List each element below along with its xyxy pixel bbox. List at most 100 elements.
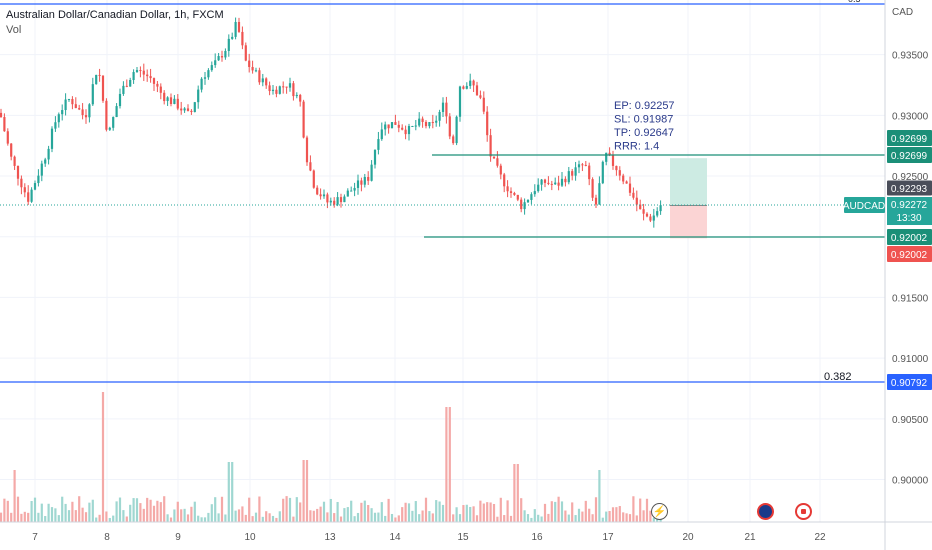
volume-bar <box>210 504 213 522</box>
volume-bar <box>30 500 33 522</box>
volume-bar <box>214 497 217 522</box>
take-profit-zone <box>670 158 707 206</box>
australia-flag-event-icon[interactable] <box>757 503 774 520</box>
volume-bar <box>20 513 23 522</box>
volume-bar <box>479 500 482 522</box>
dividend-event-icon[interactable]: ⚡ <box>651 503 668 520</box>
volume-bar <box>285 496 288 522</box>
volume-bar <box>67 510 71 522</box>
volume-bar <box>441 504 445 522</box>
volume-bar <box>611 507 615 522</box>
down-candle <box>550 183 553 185</box>
volume-bar <box>377 512 380 522</box>
volume-bar <box>601 517 604 522</box>
down-candle <box>316 187 319 195</box>
volume-bar <box>163 496 166 522</box>
volume-bar <box>108 517 111 522</box>
volume-bar <box>234 510 237 522</box>
up-candle <box>343 196 346 203</box>
volume-bar <box>387 498 390 522</box>
volume-bar <box>125 516 128 522</box>
up-candle <box>254 70 258 72</box>
down-candle <box>268 85 271 92</box>
volume-bar <box>193 501 196 522</box>
down-candle <box>71 99 74 105</box>
volume-bar <box>237 509 241 522</box>
volume-bar <box>503 515 506 522</box>
down-candle <box>649 216 652 221</box>
volume-bar <box>248 497 251 522</box>
up-candle <box>231 36 234 39</box>
volume-bar <box>608 511 611 522</box>
volume-bar <box>652 517 655 522</box>
support-label-b: 0.92002 <box>891 250 928 261</box>
up-candle <box>577 164 581 168</box>
down-candle <box>360 180 363 185</box>
volume-bar <box>81 507 84 522</box>
down-candle <box>27 192 30 202</box>
down-candle <box>516 194 519 200</box>
volume-bar <box>3 498 6 522</box>
canada-flag-event-icon[interactable] <box>795 503 812 520</box>
down-candle <box>618 170 621 176</box>
up-candle <box>652 215 655 221</box>
up-candle <box>530 194 533 200</box>
up-candle <box>353 187 356 191</box>
volume-bar <box>74 510 77 522</box>
volume-bar <box>543 503 547 522</box>
up-candle <box>605 152 608 162</box>
up-candle <box>173 98 176 104</box>
down-candle <box>499 165 502 175</box>
volume-bar <box>118 497 122 522</box>
resistance-label-a-bg <box>887 130 932 146</box>
volume-bar <box>152 505 156 522</box>
up-candle <box>118 93 122 107</box>
down-candle <box>509 191 513 193</box>
up-candle <box>210 65 213 71</box>
volume-bar <box>183 508 186 522</box>
up-candle <box>554 182 557 185</box>
down-candle <box>163 92 166 102</box>
fib-label: 0.382 <box>824 371 852 383</box>
volume-bar <box>227 462 230 522</box>
volume-bar <box>10 512 13 522</box>
volume-bar <box>475 515 479 522</box>
down-candle <box>564 178 567 183</box>
volume-bar <box>169 517 173 522</box>
down-candle <box>445 102 448 117</box>
up-candle <box>50 128 54 149</box>
volume-bar <box>560 501 564 522</box>
trade-annotation-line: SL: 0.91987 <box>614 114 673 126</box>
volume-bar <box>57 515 60 522</box>
up-candle <box>30 189 33 202</box>
down-candle <box>448 116 451 137</box>
down-candle <box>387 124 390 129</box>
volume-bar <box>639 498 642 522</box>
down-candle <box>0 112 3 118</box>
down-candle <box>472 80 475 86</box>
volume-bar <box>129 504 132 522</box>
down-candle <box>339 197 343 203</box>
volume-bar <box>390 513 394 522</box>
down-candle <box>394 122 397 125</box>
y-tick-label: 0.91500 <box>892 293 929 304</box>
volume-bar <box>6 500 9 522</box>
volume-bar <box>101 392 105 522</box>
trade-annotation-line: TP: 0.92647 <box>614 127 674 139</box>
down-candle <box>312 170 315 188</box>
up-candle <box>200 78 203 90</box>
up-candle <box>64 99 67 111</box>
volume-bar <box>462 505 465 522</box>
down-candle <box>632 192 635 198</box>
down-candle <box>6 131 9 144</box>
up-candle <box>659 205 662 212</box>
down-candle <box>594 197 598 205</box>
volume-bar <box>180 509 183 522</box>
down-candle <box>496 158 499 166</box>
down-candle <box>169 97 173 104</box>
volume-bar <box>380 502 383 522</box>
down-candle <box>220 56 224 58</box>
support-label-a-bg <box>887 229 932 245</box>
volume-bar <box>159 502 162 522</box>
